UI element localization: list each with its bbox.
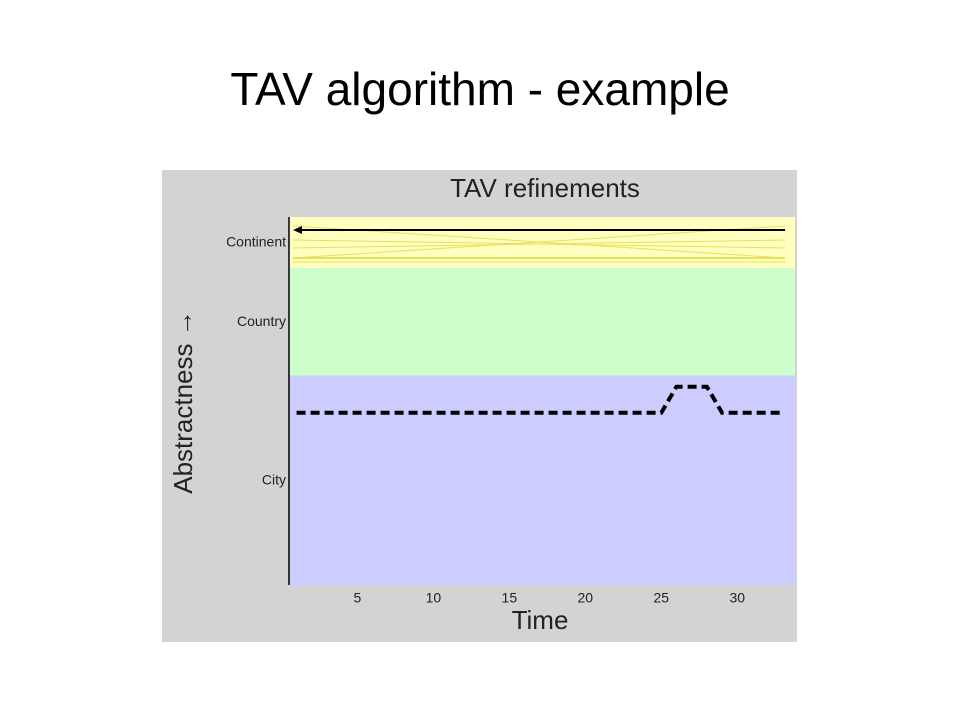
x-tick-label: 25 [653,590,669,606]
band [289,375,795,585]
arrow-head [293,226,302,234]
x-axis-label: Time [512,605,569,635]
refine-line [292,225,786,259]
refine-line [292,239,786,249]
x-tick-label: 10 [426,590,442,606]
x-tick-label: 30 [729,590,745,606]
y-tick-label: City [262,471,286,487]
y-tick-label: Country [237,313,286,329]
bands [289,217,795,585]
x-tick-label: 5 [353,590,361,606]
chart-title: TAV refinements [450,173,640,203]
y-axis-label: Abstractness → [168,310,198,494]
y-tick-label: Continent [226,233,286,249]
series-line [296,384,783,415]
band [289,268,795,376]
x-tick-label: 15 [502,590,518,606]
x-tick-label: 20 [578,590,594,606]
slide-title: TAV algorithm - example [230,63,729,115]
refinement-lines [292,225,786,263]
